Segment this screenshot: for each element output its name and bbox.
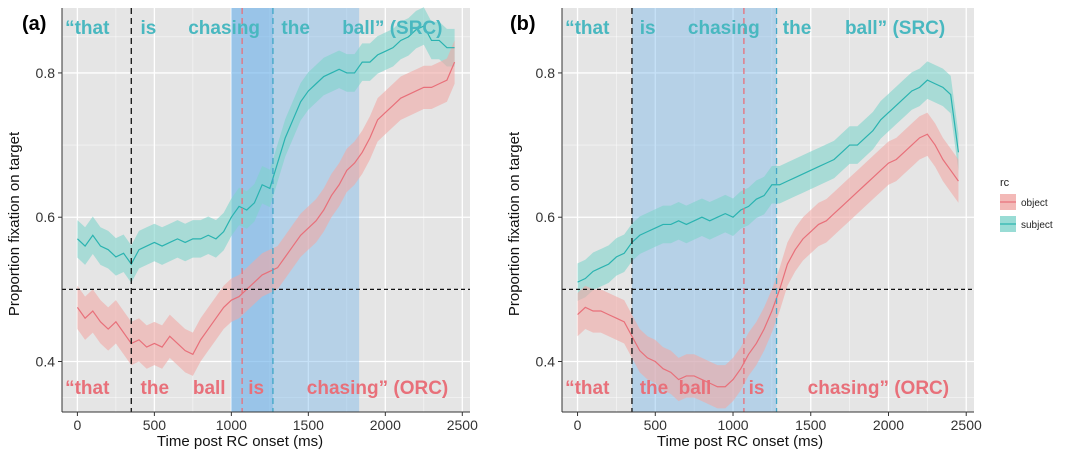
series-line-subject-b — [577, 79, 960, 283]
y-tick-label-b-2: 0.8 — [536, 65, 556, 81]
x-tick-label-a-1: 500 — [143, 417, 167, 433]
series-line-subject-a — [76, 25, 455, 266]
top-word-b-4: ball” (SRC) — [845, 18, 945, 39]
y-tick-label-a-1: 0.6 — [36, 209, 56, 225]
top-word-a-0: “that — [65, 18, 110, 39]
top-word-b-2: chasing — [688, 18, 760, 39]
legend-title: rc — [1000, 177, 1010, 189]
legend-label-object: object — [1021, 198, 1048, 209]
x-tick-label-a-5: 2500 — [447, 417, 478, 433]
y-tick-label-a-0: 0.4 — [36, 354, 56, 370]
bottom-word-b-0: “that — [565, 378, 610, 399]
top-word-b-1: is — [640, 18, 656, 39]
top-word-a-2: chasing — [188, 18, 260, 39]
confidence-band-subject-a — [77, 7, 455, 283]
bottom-word-b-2: ball — [679, 378, 712, 399]
panel-label-a: (a) — [22, 13, 46, 35]
top-word-b-0: “that — [565, 18, 610, 39]
legend-label-subject: subject — [1021, 220, 1053, 231]
plot-area-a: “that is chasing the ball” (SRC) “that the ball… — [36, 7, 478, 433]
x-tick-label-b-4: 2000 — [873, 417, 904, 433]
x-tick-label-b-3: 1500 — [795, 417, 826, 433]
top-word-a-4: ball” (SRC) — [342, 18, 442, 39]
x-axis-label-b: Time post RC onset (ms) — [657, 433, 823, 450]
y-tick-label-b-0: 0.4 — [536, 354, 556, 370]
top-word-a-1: is — [141, 18, 157, 39]
bottom-word-a-3: is — [248, 378, 264, 399]
bottom-word-a-1: the — [141, 378, 170, 399]
bottom-word-a-0: “that — [65, 378, 110, 399]
x-axis-label-a: Time post RC onset (ms) — [157, 433, 323, 450]
bottom-word-b-4: chasing” (ORC) — [808, 378, 949, 399]
x-tick-label-a-2: 1000 — [216, 417, 247, 433]
x-tick-label-b-1: 500 — [644, 417, 668, 433]
bottom-word-a-2: ball — [193, 378, 226, 399]
x-tick-label-a-4: 2000 — [370, 417, 401, 433]
top-word-b-3: the — [783, 18, 812, 39]
panel-a: “that is chasing the ball” (SRC) “that the ball… — [6, 7, 478, 450]
confidence-band-object-a — [77, 40, 455, 376]
top-word-a-3: the — [281, 18, 310, 39]
x-tick-label-b-2: 1000 — [717, 417, 748, 433]
x-tick-label-a-0: 0 — [73, 417, 81, 433]
y-axis-label-b: Proportion fixation on target — [506, 131, 523, 316]
confidence-band-subject-b — [577, 61, 959, 301]
x-tick-label-a-3: 1500 — [293, 417, 324, 433]
legend: rc object subject — [1000, 177, 1053, 232]
x-tick-label-b-0: 0 — [574, 417, 582, 433]
bottom-word-b-3: is — [749, 378, 765, 399]
bottom-word-a-4: chasing” (ORC) — [307, 378, 448, 399]
panel-label-b: (b) — [510, 13, 536, 35]
y-tick-label-b-1: 0.6 — [536, 209, 556, 225]
x-tick-label-b-5: 2500 — [951, 417, 982, 433]
plot-area-b: “that is chasing the ball” (SRC)“that the ball… — [536, 8, 982, 433]
y-tick-label-a-2: 0.8 — [36, 65, 56, 81]
series-line-object-a — [76, 61, 456, 356]
y-axis-label-a: Proportion fixation on target — [6, 131, 23, 316]
panel-b: “that is chasing the ball” (SRC)“that the ball… — [506, 8, 982, 450]
series-line-object-b — [577, 133, 959, 388]
bottom-word-b-1: the — [640, 378, 669, 399]
